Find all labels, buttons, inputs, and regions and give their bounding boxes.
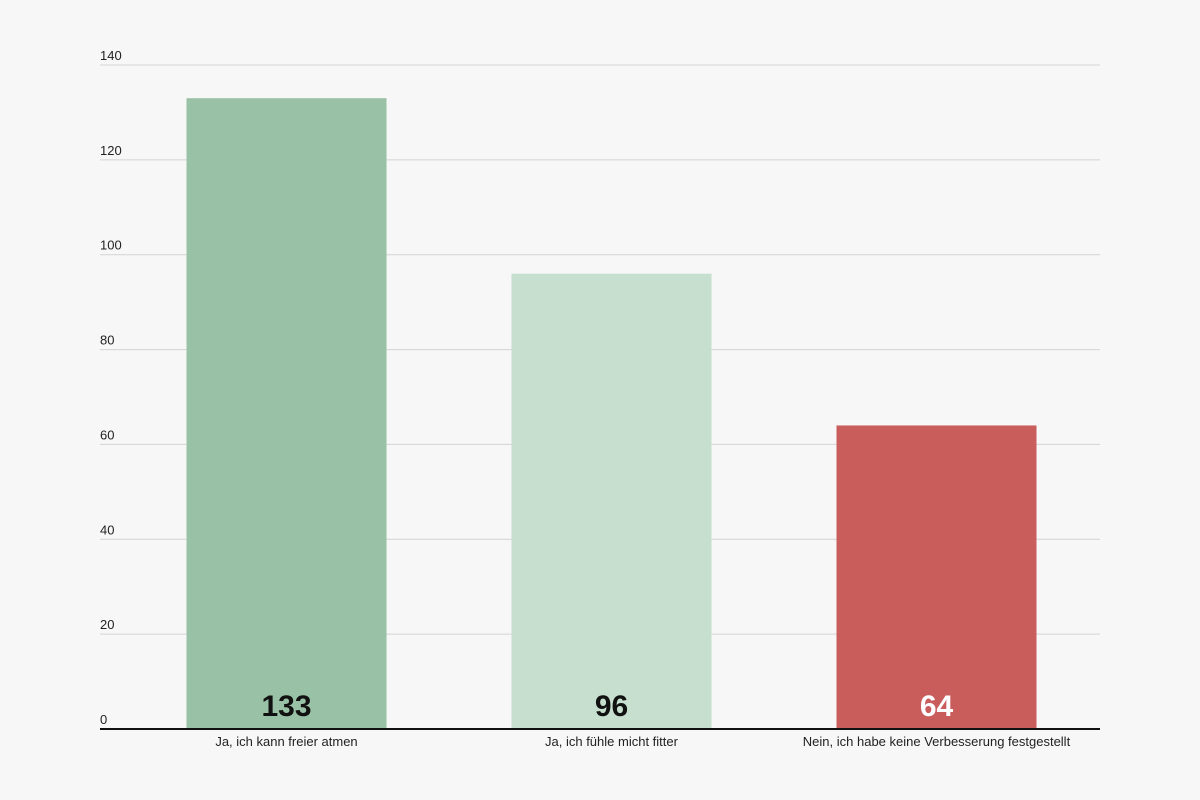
y-tick-label: 40: [100, 522, 114, 537]
y-tick-label: 80: [100, 333, 114, 348]
x-tick-label: Nein, ich habe keine Verbesserung festge…: [803, 734, 1071, 749]
y-tick-label: 140: [100, 48, 122, 63]
x-tick-label: Ja, ich fühle micht fitter: [545, 734, 679, 749]
bar: [836, 425, 1037, 729]
y-tick-label: 20: [100, 617, 114, 632]
y-tick-label: 0: [100, 712, 107, 727]
value-label: 64: [920, 690, 954, 723]
y-tick-label: 100: [100, 238, 122, 253]
y-tick-label: 120: [100, 143, 122, 158]
value-label: 96: [595, 690, 628, 723]
bar: [186, 98, 387, 729]
value-label: 133: [261, 690, 311, 723]
x-tick-label: Ja, ich kann freier atmen: [215, 734, 357, 749]
y-tick-label: 60: [100, 427, 114, 442]
bar: [511, 273, 712, 729]
